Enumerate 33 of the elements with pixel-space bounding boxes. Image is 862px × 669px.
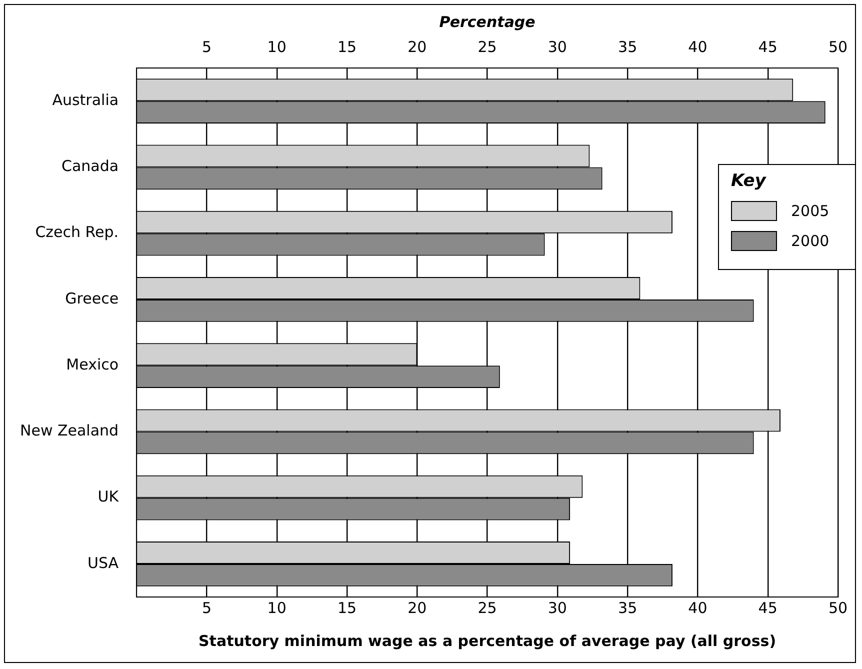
x-tick-label: 45 (758, 598, 778, 617)
x2-tick-label: 25 (478, 38, 497, 56)
x2-tick-label: 35 (618, 38, 638, 56)
legend-label: 2005 (791, 202, 830, 220)
x-tick-label: 30 (548, 598, 567, 617)
x-tick-label: 40 (688, 598, 708, 617)
x-tick-label: 10 (267, 598, 286, 617)
x2-tick-label: 50 (828, 38, 848, 56)
x-tick-label: 15 (337, 598, 357, 617)
x-tick-label: 50 (828, 598, 848, 617)
y-tick-label: USA (88, 554, 120, 572)
y-tick-label: UK (98, 488, 120, 506)
y-tick-label: Canada (61, 157, 119, 176)
legend-title: Key (731, 171, 768, 191)
x-axis-title: Statutory minimum wage as a percentage of average pay (all gross) (198, 632, 776, 650)
x-tick-label: 35 (618, 598, 638, 617)
y-tick-label: Czech Rep. (35, 223, 119, 242)
x2-axis-title: Percentage (439, 12, 536, 31)
x2-tick-label: 10 (267, 38, 286, 56)
x-tick-label: 20 (408, 598, 427, 617)
x-tick-label: 5 (202, 598, 212, 617)
x2-tick-label: 45 (758, 38, 778, 56)
y-tick-label: Greece (65, 289, 119, 308)
x-tick-label: 25 (478, 598, 497, 617)
y-tick-label: Australia (52, 90, 119, 109)
x2-tick-label: 40 (688, 38, 708, 56)
legend-label: 2000 (791, 232, 830, 250)
x2-tick-label: 5 (202, 38, 212, 56)
y-tick-label: New Zealand (20, 422, 119, 440)
y-tick-label: Mexico (66, 355, 119, 374)
x2-tick-label: 30 (548, 38, 567, 56)
x2-tick-label: 15 (337, 38, 357, 56)
x2-tick-label: 20 (408, 38, 427, 56)
